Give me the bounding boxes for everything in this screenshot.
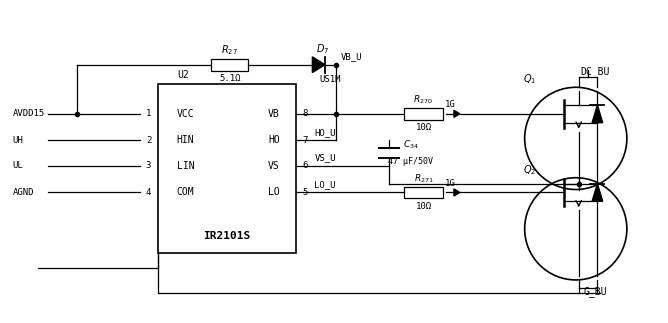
- Text: $Q_2$: $Q_2$: [523, 163, 536, 177]
- Polygon shape: [592, 105, 603, 123]
- Text: COM: COM: [177, 187, 194, 197]
- Text: 47 μF/50V: 47 μF/50V: [388, 158, 433, 166]
- Text: 4: 4: [146, 188, 151, 197]
- Text: DC_BU: DC_BU: [580, 66, 610, 77]
- Polygon shape: [454, 189, 460, 196]
- Bar: [158, 84, 296, 253]
- Text: 1G: 1G: [445, 100, 456, 109]
- Text: VS_U: VS_U: [315, 153, 336, 162]
- Text: 6: 6: [303, 162, 308, 171]
- Text: 1G: 1G: [445, 179, 456, 188]
- Text: $Q_1$: $Q_1$: [523, 73, 536, 86]
- Text: US1M: US1M: [319, 75, 341, 84]
- Polygon shape: [592, 183, 603, 201]
- Text: AVDD15: AVDD15: [13, 109, 45, 118]
- Text: $R_{270}$: $R_{270}$: [413, 94, 434, 106]
- Polygon shape: [313, 57, 325, 73]
- Text: 1: 1: [146, 109, 151, 118]
- Text: $R_{271}$: $R_{271}$: [413, 172, 434, 185]
- Text: LIN: LIN: [177, 161, 194, 171]
- Text: UL: UL: [13, 162, 23, 171]
- Text: 8: 8: [303, 109, 308, 118]
- Text: LO: LO: [268, 187, 280, 197]
- Polygon shape: [454, 110, 460, 117]
- Text: IR2101S: IR2101S: [203, 231, 250, 241]
- Text: $C_{34}$: $C_{34}$: [403, 138, 419, 151]
- Text: 10Ω: 10Ω: [415, 123, 432, 132]
- Text: VCC: VCC: [177, 109, 194, 119]
- Text: VS: VS: [268, 161, 280, 171]
- Text: $R_{27}$: $R_{27}$: [221, 43, 238, 57]
- Text: HO_U: HO_U: [315, 128, 336, 137]
- Text: HO: HO: [268, 135, 280, 145]
- Text: 3: 3: [146, 162, 151, 171]
- Text: 7: 7: [303, 136, 308, 145]
- Text: LO_U: LO_U: [315, 180, 336, 189]
- Text: $D_7$: $D_7$: [315, 42, 329, 56]
- Bar: [211, 59, 248, 71]
- Text: 5: 5: [303, 188, 308, 197]
- Text: 5.1Ω: 5.1Ω: [219, 74, 240, 83]
- Text: VB_U: VB_U: [341, 52, 362, 61]
- Text: 10Ω: 10Ω: [415, 202, 432, 211]
- Text: AGND: AGND: [13, 188, 34, 197]
- Text: HIN: HIN: [177, 135, 194, 145]
- Text: U2: U2: [177, 69, 188, 79]
- Text: 2: 2: [146, 136, 151, 145]
- Text: UH: UH: [13, 136, 23, 145]
- Bar: [403, 187, 443, 198]
- Bar: [403, 108, 443, 120]
- Text: G_BU: G_BU: [584, 286, 607, 297]
- Text: VB: VB: [268, 109, 280, 119]
